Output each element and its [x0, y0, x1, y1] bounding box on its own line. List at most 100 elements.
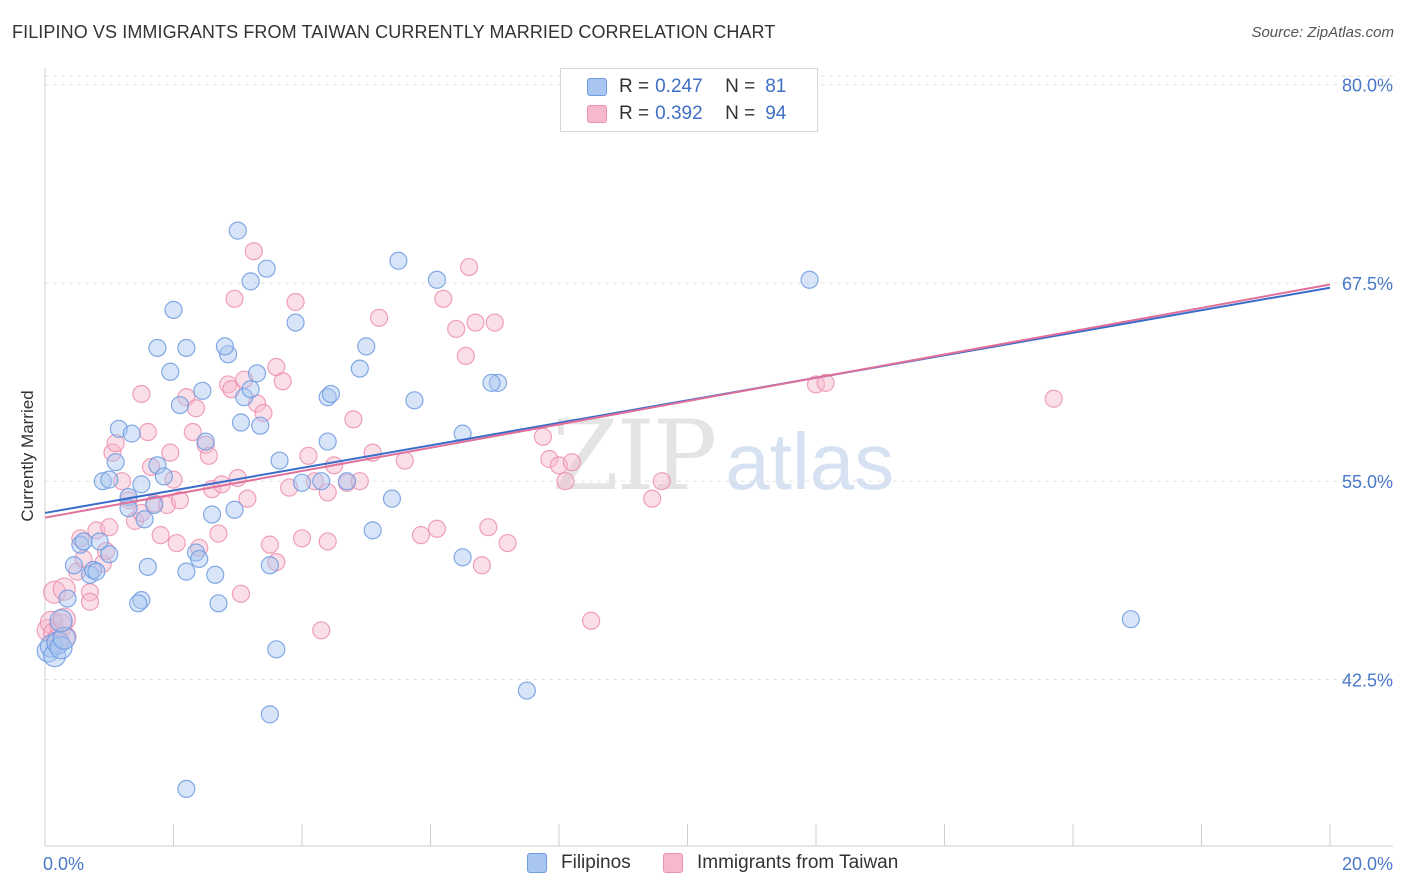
filipino-point	[225, 500, 244, 519]
y-tick-label: 42.5%	[1342, 670, 1393, 690]
y-tick-label: 55.0%	[1342, 472, 1393, 492]
taiwan-point	[170, 491, 190, 510]
taiwan-point	[225, 289, 244, 308]
legend-swatch-filipinos	[587, 78, 607, 96]
filipino-point	[196, 432, 215, 451]
filipino-point	[357, 337, 376, 356]
filipino-point	[1121, 610, 1140, 629]
taiwan-point	[186, 399, 206, 418]
filipino-point	[74, 532, 93, 551]
taiwan-point	[479, 518, 498, 537]
filipino-point	[270, 451, 289, 470]
legend-r-value: 0.247	[655, 76, 703, 97]
x-tick-label: 20.0%	[1342, 854, 1393, 874]
y-axis-label: Currently Married	[18, 390, 37, 522]
filipino-point	[138, 557, 157, 576]
legend-n-label: N =	[725, 76, 756, 97]
legend-item-filipinos[interactable]: Filipinos	[527, 852, 631, 874]
legend-swatch-filipinos	[527, 853, 547, 873]
taiwan-point	[286, 292, 305, 312]
watermark: ZIP atlas	[552, 400, 894, 512]
taiwan-point	[485, 313, 504, 332]
filipino-point	[241, 272, 260, 291]
filipino-point	[64, 556, 84, 575]
filipino-point	[49, 636, 73, 660]
y-tick-label: 80.0%	[1342, 76, 1393, 96]
filipino-point	[49, 609, 73, 633]
filipino-point	[52, 626, 76, 650]
taiwan-point	[244, 242, 263, 261]
tick-labels: 42.5% 55.0% 67.5% 80.0% 0.0% 20.0%	[43, 76, 1393, 874]
legend-swatch-taiwan	[587, 105, 607, 123]
legend-r-value: 0.392	[655, 103, 703, 124]
filipino-point	[251, 416, 270, 435]
filipino-point	[453, 548, 472, 567]
taiwan-point	[466, 313, 485, 332]
taiwan-point	[103, 443, 122, 462]
filipino-point	[247, 364, 267, 383]
taiwan-point	[370, 308, 389, 327]
taiwan-point	[43, 580, 67, 604]
filipino-point	[350, 359, 369, 378]
filipino-point	[318, 388, 337, 407]
taiwan-point	[106, 434, 125, 453]
filipino-point	[382, 489, 402, 508]
taiwan-point	[138, 422, 157, 442]
taiwan-point	[151, 526, 170, 545]
filipino-point	[257, 259, 276, 278]
filipino-point	[241, 380, 260, 399]
filipino-point	[87, 562, 106, 581]
taiwan-point	[816, 373, 835, 392]
filipino-point	[154, 467, 173, 486]
legend-swatch-taiwan	[663, 853, 683, 873]
legend-n-value: 81	[765, 76, 787, 97]
taiwan-point	[164, 470, 183, 489]
taiwan-point	[80, 592, 100, 611]
y-tick-label: 67.5%	[1342, 274, 1393, 294]
filipino-point	[90, 532, 109, 551]
filipino-point	[312, 472, 331, 491]
filipino-point	[106, 453, 125, 472]
filipino-point	[202, 505, 222, 524]
taiwan-point	[556, 472, 575, 491]
source-label: Source: ZipAtlas.com	[1251, 24, 1394, 41]
filipino-point	[122, 424, 141, 443]
legend-n-value: 94	[765, 103, 787, 124]
filipino-point	[292, 473, 312, 492]
taiwan-point	[498, 533, 517, 553]
filipino-point	[286, 313, 305, 332]
taiwan-point	[96, 541, 116, 561]
taiwan-point	[273, 372, 292, 391]
trend-lines	[44, 283, 1331, 519]
filipino-point	[231, 413, 251, 432]
filipino-point	[363, 521, 382, 540]
taiwan-point	[52, 577, 76, 601]
filipino-point	[488, 373, 508, 392]
filipino-point	[405, 391, 424, 410]
filipino-point	[58, 589, 77, 608]
taiwan-point	[132, 384, 151, 404]
taiwan-point	[100, 518, 119, 537]
taiwan-point	[318, 532, 337, 551]
filipino-point	[177, 779, 196, 799]
taiwan-point	[472, 556, 491, 575]
filipino-point	[260, 705, 279, 724]
taiwan-point	[167, 533, 186, 553]
taiwan-point	[411, 526, 430, 545]
filipino-point	[209, 594, 228, 613]
taiwan-point	[427, 519, 447, 538]
taiwan-point	[344, 410, 363, 429]
taiwan-point	[652, 472, 671, 491]
legend-label-taiwan: Immigrants from Taiwan	[697, 852, 899, 873]
filipino-point	[800, 270, 819, 289]
filipino-point	[206, 565, 225, 584]
filipino-point	[148, 456, 167, 475]
legend-item-taiwan[interactable]: Immigrants from Taiwan	[663, 852, 898, 874]
x-tick-label: 0.0%	[43, 854, 84, 874]
filipino-point	[39, 634, 64, 658]
filipino-point	[100, 545, 119, 564]
series-filipinos	[36, 221, 1140, 799]
legend-row-taiwan: R = 0.392 N = 94	[587, 102, 786, 126]
filipino-point	[177, 562, 196, 581]
